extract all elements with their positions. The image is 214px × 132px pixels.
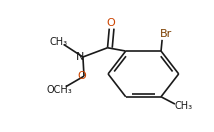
Text: O: O — [77, 71, 86, 81]
Text: O: O — [107, 18, 115, 28]
Text: CH₃: CH₃ — [174, 101, 192, 111]
Text: Br: Br — [160, 29, 172, 39]
Text: OCH₃: OCH₃ — [46, 85, 72, 95]
Text: CH₃: CH₃ — [49, 37, 67, 47]
Text: N: N — [76, 52, 85, 62]
